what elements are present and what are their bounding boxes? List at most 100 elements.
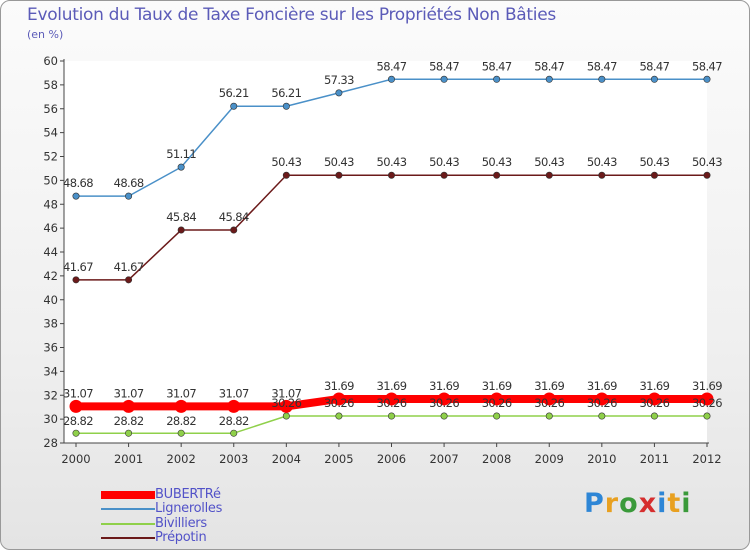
data-label-bubertr: 31.69 xyxy=(639,379,669,393)
data-label-bubertr: 31.69 xyxy=(482,379,512,393)
data-point-bivilliers xyxy=(545,412,553,420)
data-point-prpotin xyxy=(493,171,501,179)
data-point-bubertr xyxy=(385,392,398,406)
data-point-bubertr xyxy=(647,392,661,406)
y-tick-label: 36 xyxy=(43,341,58,355)
data-point-lignerolles xyxy=(440,75,448,83)
data-label-bubertr: 31.07 xyxy=(271,386,301,400)
legend-item-lignerolles: Lignerolles xyxy=(101,501,222,516)
data-point-bivilliers xyxy=(387,412,395,420)
legend-item-bubertre: BUBERTRé xyxy=(101,487,221,502)
x-tick-label: 2007 xyxy=(429,452,458,466)
data-point-prpotin xyxy=(545,171,553,179)
data-point-prpotin xyxy=(230,226,238,234)
data-label-bubertr: 31.69 xyxy=(692,379,722,393)
data-label-prpotin: 50.43 xyxy=(429,155,459,169)
y-tick-label: 46 xyxy=(43,221,58,235)
data-label-bivilliers: 30.26 xyxy=(324,396,354,410)
data-point-bubertr xyxy=(700,392,714,406)
data-label-bubertr: 31.69 xyxy=(324,379,354,393)
data-label-bubertr: 31.07 xyxy=(219,386,249,400)
data-point-bivilliers xyxy=(230,429,238,437)
x-tick-label: 2009 xyxy=(535,452,564,466)
logo-letter: i xyxy=(681,488,692,519)
data-point-lignerolles xyxy=(703,75,711,83)
data-label-lignerolles: 48.68 xyxy=(114,176,144,190)
data-label-prpotin: 50.43 xyxy=(324,155,354,169)
data-point-lignerolles xyxy=(125,192,133,200)
data-label-lignerolles: 58.47 xyxy=(639,59,669,73)
data-label-bubertr: 31.69 xyxy=(377,379,407,393)
data-label-bivilliers: 30.26 xyxy=(587,396,617,410)
y-tick-label: 50 xyxy=(43,173,58,187)
data-label-bivilliers: 30.26 xyxy=(377,396,407,410)
y-tick-label: 40 xyxy=(43,293,58,307)
data-label-lignerolles: 57.33 xyxy=(324,73,354,87)
y-tick-label: 30 xyxy=(43,412,58,426)
legend-swatch xyxy=(101,507,155,510)
x-tick-label: 2005 xyxy=(324,452,353,466)
data-label-bivilliers: 30.26 xyxy=(639,396,669,410)
data-label-bivilliers: 28.82 xyxy=(63,414,93,428)
data-point-bivilliers xyxy=(703,412,711,420)
data-point-bubertr xyxy=(437,392,451,406)
legend-swatch xyxy=(101,522,155,525)
data-label-bivilliers: 30.26 xyxy=(429,396,459,410)
data-label-prpotin: 45.84 xyxy=(166,210,196,224)
data-point-lignerolles xyxy=(493,75,501,83)
legend-label: Prépotin xyxy=(155,530,207,545)
y-tick-label: 52 xyxy=(43,150,58,164)
data-point-bivilliers xyxy=(440,412,448,420)
y-tick-label: 48 xyxy=(43,197,58,211)
data-label-bivilliers: 28.82 xyxy=(114,414,144,428)
data-point-lignerolles xyxy=(282,102,290,110)
data-point-bubertr xyxy=(332,392,346,406)
legend-item-prepotin: Prépotin xyxy=(101,530,207,545)
data-point-prpotin xyxy=(650,171,658,179)
data-label-bivilliers: 30.26 xyxy=(692,396,722,410)
data-label-lignerolles: 56.21 xyxy=(271,86,301,100)
y-tick-label: 56 xyxy=(43,102,58,116)
data-label-bivilliers: 28.82 xyxy=(219,414,249,428)
x-tick-label: 2012 xyxy=(692,452,721,466)
data-label-lignerolles: 58.47 xyxy=(482,59,512,73)
data-point-bubertr xyxy=(490,392,504,406)
data-label-bivilliers: 28.82 xyxy=(166,414,196,428)
logo-letter: t xyxy=(667,488,682,519)
legend-label: BUBERTRé xyxy=(155,487,221,502)
data-label-bubertr: 31.69 xyxy=(429,379,459,393)
chart-title: Evolution du Taux de Taxe Foncière sur l… xyxy=(27,5,556,25)
data-point-bivilliers xyxy=(72,429,80,437)
y-tick-label: 58 xyxy=(43,78,58,92)
y-tick-label: 32 xyxy=(43,388,58,402)
y-tick-label: 34 xyxy=(43,364,58,378)
y-tick-label: 44 xyxy=(43,245,58,259)
logo-letter: i xyxy=(657,488,668,519)
data-label-prpotin: 50.43 xyxy=(692,155,722,169)
data-point-bubertr xyxy=(69,399,83,413)
data-point-prpotin xyxy=(177,226,185,234)
y-tick-label: 28 xyxy=(43,436,58,450)
legend-item-bivilliers: Bivilliers xyxy=(101,516,207,531)
x-tick-label: 2011 xyxy=(640,452,669,466)
legend-label: Lignerolles xyxy=(155,501,223,516)
data-label-prpotin: 45.84 xyxy=(219,210,249,224)
data-label-prpotin: 41.67 xyxy=(114,260,144,274)
data-label-lignerolles: 48.68 xyxy=(63,176,93,190)
data-label-bubertr: 31.69 xyxy=(534,379,564,393)
data-label-prpotin: 50.43 xyxy=(534,155,564,169)
y-tick-label: 42 xyxy=(43,269,58,283)
data-point-bivilliers xyxy=(282,412,290,420)
logo-letter: x xyxy=(638,488,658,519)
data-point-prpotin xyxy=(440,171,448,179)
data-point-bivilliers xyxy=(335,412,343,420)
data-label-lignerolles: 58.47 xyxy=(534,59,564,73)
y-tick-label: 60 xyxy=(43,54,58,68)
data-point-bubertr xyxy=(595,392,609,406)
data-point-bivilliers xyxy=(493,412,501,420)
data-label-bubertr: 31.69 xyxy=(587,379,617,393)
data-point-bivilliers xyxy=(125,429,133,437)
data-label-lignerolles: 56.21 xyxy=(219,86,249,100)
